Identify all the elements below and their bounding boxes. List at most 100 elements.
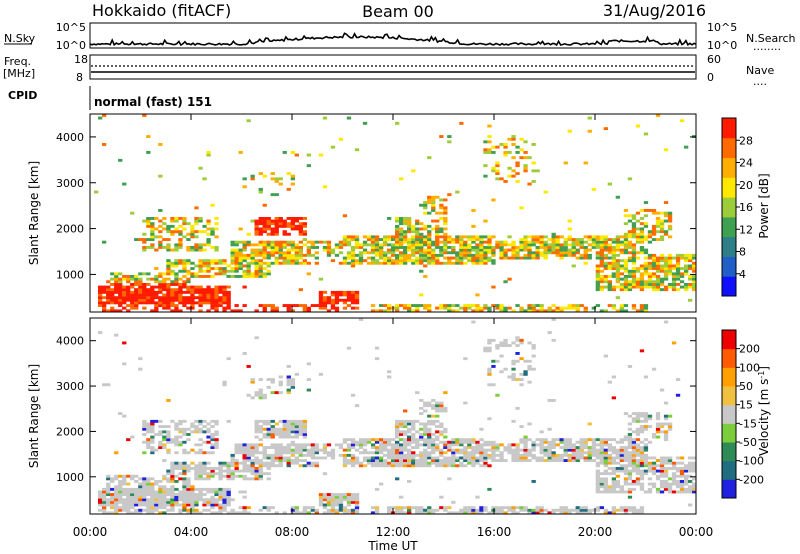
heatmap-cell <box>507 137 512 141</box>
heatmap-cell <box>491 145 496 149</box>
heatmap-cell <box>238 227 243 231</box>
heatmap-cell <box>206 240 211 244</box>
heatmap-cell <box>623 467 629 470</box>
heatmap-cell <box>675 480 681 483</box>
heatmap-cell <box>278 261 283 265</box>
heatmap-cell <box>270 232 275 236</box>
heatmap-cell <box>138 487 143 491</box>
heatmap-cell <box>346 235 352 239</box>
heatmap-cell <box>146 498 151 502</box>
heatmap-cell <box>603 267 608 270</box>
heatmap-cell <box>370 246 376 249</box>
heatmap-cell <box>595 243 600 247</box>
heatmap-cell <box>439 430 444 434</box>
heatmap-cell <box>587 243 592 247</box>
heatmap-cell <box>266 422 271 426</box>
heatmap-cell <box>567 304 572 307</box>
heatmap-cell <box>503 367 508 371</box>
heatmap-cell <box>326 511 332 515</box>
heatmap-cell <box>170 477 175 481</box>
heatmap-cell <box>254 272 259 276</box>
heatmap-cell <box>130 495 135 499</box>
heatmap-cell <box>170 485 175 489</box>
heatmap-cell <box>318 306 324 310</box>
heatmap-cell <box>479 251 484 255</box>
heatmap-cell <box>591 240 596 244</box>
heatmap-cell <box>579 246 584 249</box>
heatmap-cell <box>286 240 291 244</box>
heatmap-cell <box>242 511 247 515</box>
heatmap-cell <box>358 256 364 260</box>
heatmap-cell <box>306 251 311 255</box>
heatmap-cell <box>182 467 187 470</box>
heatmap-cell <box>495 306 500 310</box>
heatmap-cell <box>399 453 404 457</box>
heatmap-cell <box>210 472 215 476</box>
heatmap-cell <box>170 493 175 496</box>
heatmap-cell <box>330 304 336 307</box>
noise-tick-top-right: 10^5 <box>707 21 737 34</box>
heatmap-cell <box>511 508 516 512</box>
heatmap-cell <box>399 243 404 247</box>
heatmap-cell <box>170 495 175 499</box>
noise-tick-bottom-left: 10^0 <box>56 39 86 52</box>
heatmap-cell <box>519 238 524 241</box>
heatmap-cell <box>551 232 556 236</box>
heatmap-cell <box>615 461 620 465</box>
heatmap-cell <box>334 498 340 502</box>
heatmap-cell <box>407 456 412 460</box>
heatmap-cell <box>154 296 159 300</box>
heatmap-cell <box>138 493 143 496</box>
heatmap-cell <box>471 304 476 307</box>
heatmap-cell <box>671 267 677 270</box>
heatmap-cell <box>427 401 432 405</box>
heatmap-cell <box>282 261 287 265</box>
heatmap-cell <box>290 511 295 515</box>
heatmap-cell <box>403 222 408 226</box>
heatmap-cell <box>551 304 556 307</box>
heatmap-cell <box>170 264 175 268</box>
heatmap-cell <box>639 248 645 252</box>
heatmap-cell <box>655 464 661 468</box>
heatmap-cell <box>403 438 408 442</box>
heatmap-cell <box>242 304 247 307</box>
heatmap-cell <box>306 246 311 249</box>
heatmap-cell <box>178 511 183 515</box>
heatmap-cell <box>379 446 384 449</box>
heatmap-cell <box>166 438 171 442</box>
heatmap-cell <box>142 298 147 302</box>
heatmap-cell <box>170 290 175 294</box>
heatmap-cell <box>387 217 392 220</box>
heatmap-cell <box>266 378 271 381</box>
heatmap-cell <box>547 456 552 460</box>
heatmap-cell <box>563 253 568 257</box>
heatmap-cell <box>543 240 548 244</box>
heatmap-cell <box>210 511 215 515</box>
heatmap-cell <box>178 422 183 426</box>
heatmap-cell <box>234 261 239 265</box>
heatmap-cell <box>679 275 685 278</box>
freq-tick-bottom: 8 <box>76 71 83 84</box>
colorbar-segment <box>722 460 736 480</box>
heatmap-cell <box>306 153 311 157</box>
heatmap-cell <box>354 306 360 310</box>
heatmap-cell <box>182 477 187 481</box>
heatmap-cell <box>419 248 424 252</box>
heatmap-cell <box>194 498 199 502</box>
heatmap-cell <box>463 235 468 239</box>
heatmap-cell <box>491 506 496 510</box>
heatmap-cell <box>122 277 127 281</box>
heatmap-cell <box>483 259 488 263</box>
heatmap-cell <box>286 433 291 436</box>
heatmap-cell <box>190 235 195 239</box>
heatmap-cell <box>290 222 295 226</box>
heatmap-cell <box>294 217 299 220</box>
heatmap-cell <box>515 359 520 363</box>
heatmap-cell <box>479 238 484 241</box>
x-axis-label: Time UT <box>367 539 418 553</box>
heatmap-cell <box>194 243 199 247</box>
heatmap-cell <box>487 148 492 152</box>
heatmap-cell <box>627 414 633 418</box>
colorbar-segment <box>722 197 736 218</box>
heatmap-cell <box>527 511 532 515</box>
